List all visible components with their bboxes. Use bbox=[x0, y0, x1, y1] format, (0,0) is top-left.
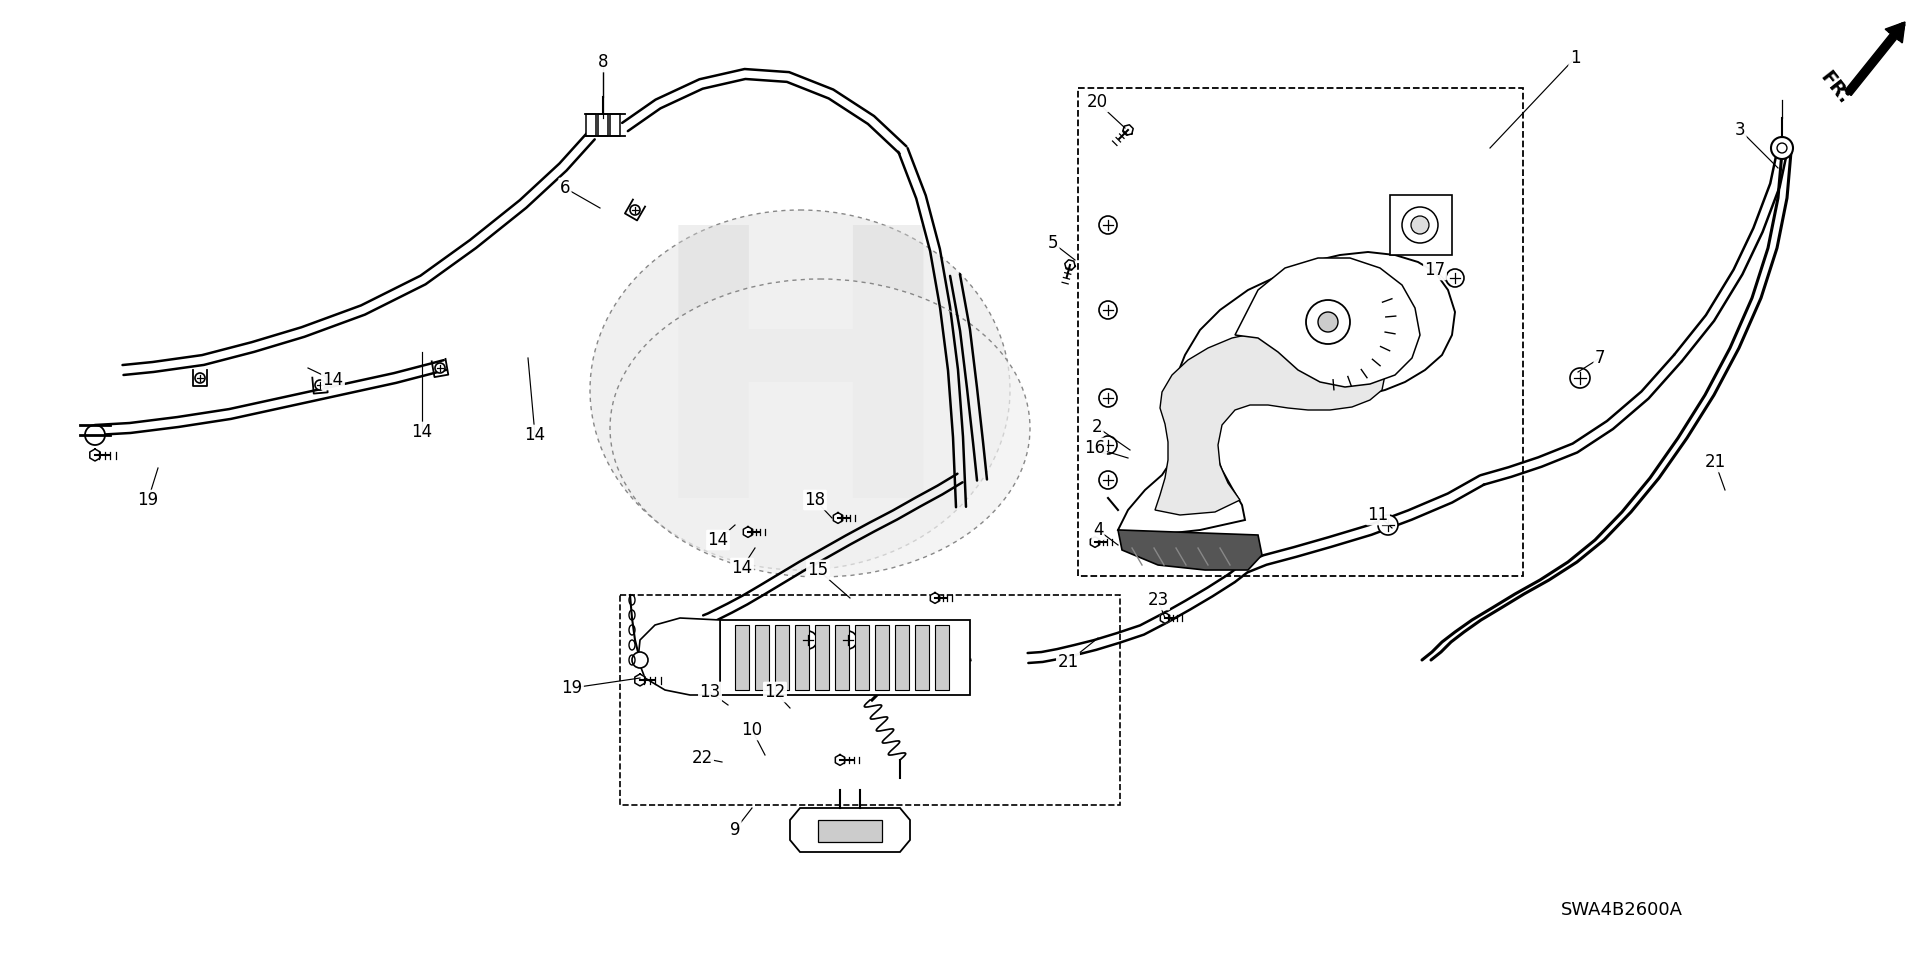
Polygon shape bbox=[1160, 613, 1169, 623]
Text: 18: 18 bbox=[804, 491, 826, 509]
Text: 14: 14 bbox=[411, 423, 432, 441]
Bar bbox=[916, 625, 929, 690]
Circle shape bbox=[1098, 301, 1117, 319]
Polygon shape bbox=[835, 755, 845, 765]
Circle shape bbox=[436, 363, 445, 373]
Text: 21: 21 bbox=[1705, 453, 1726, 471]
Text: 5: 5 bbox=[1048, 234, 1058, 252]
Text: 19: 19 bbox=[138, 491, 159, 509]
Bar bbox=[611, 114, 620, 136]
Text: 8: 8 bbox=[597, 53, 609, 71]
Bar bbox=[776, 625, 789, 690]
Text: 11: 11 bbox=[1367, 506, 1388, 524]
Circle shape bbox=[632, 652, 649, 668]
Text: 16: 16 bbox=[1085, 439, 1106, 457]
Polygon shape bbox=[636, 674, 645, 686]
Circle shape bbox=[1411, 216, 1428, 234]
Text: 2: 2 bbox=[1092, 418, 1102, 436]
Bar bbox=[854, 625, 870, 690]
Text: 14: 14 bbox=[707, 531, 728, 549]
Text: 4: 4 bbox=[1092, 521, 1104, 539]
Bar bbox=[720, 620, 970, 695]
Polygon shape bbox=[1117, 252, 1455, 535]
Text: 23: 23 bbox=[1148, 591, 1169, 609]
Bar bbox=[895, 625, 908, 690]
Circle shape bbox=[1098, 436, 1117, 454]
Polygon shape bbox=[1235, 258, 1421, 387]
Text: 3: 3 bbox=[1734, 121, 1745, 139]
Bar bbox=[814, 625, 829, 690]
Bar bbox=[755, 625, 770, 690]
Circle shape bbox=[1446, 269, 1463, 287]
Circle shape bbox=[315, 380, 324, 390]
Polygon shape bbox=[833, 513, 843, 524]
Circle shape bbox=[1098, 216, 1117, 234]
Polygon shape bbox=[1156, 330, 1384, 515]
Circle shape bbox=[196, 373, 205, 383]
Polygon shape bbox=[637, 618, 720, 695]
Circle shape bbox=[1098, 471, 1117, 489]
Text: 17: 17 bbox=[1425, 261, 1446, 279]
Circle shape bbox=[1770, 137, 1793, 159]
Text: 14: 14 bbox=[732, 559, 753, 577]
Text: 22: 22 bbox=[691, 749, 712, 767]
Text: 21: 21 bbox=[1058, 653, 1079, 671]
Text: 7: 7 bbox=[1596, 349, 1605, 367]
Text: FR.: FR. bbox=[1816, 68, 1853, 108]
Ellipse shape bbox=[611, 279, 1029, 577]
Text: 20: 20 bbox=[1087, 93, 1108, 111]
Text: SWA4B2600A: SWA4B2600A bbox=[1561, 901, 1684, 919]
Text: H: H bbox=[643, 214, 956, 576]
Bar bbox=[818, 820, 881, 842]
Bar bbox=[876, 625, 889, 690]
Polygon shape bbox=[90, 449, 100, 461]
Polygon shape bbox=[1117, 530, 1261, 570]
Text: 12: 12 bbox=[764, 683, 785, 701]
Bar bbox=[620, 595, 1119, 805]
Text: 6: 6 bbox=[561, 179, 570, 197]
Bar bbox=[835, 625, 849, 690]
Bar bbox=[586, 114, 595, 136]
Circle shape bbox=[1379, 515, 1398, 535]
Circle shape bbox=[799, 631, 818, 649]
FancyArrow shape bbox=[1845, 22, 1905, 96]
Circle shape bbox=[630, 205, 639, 215]
Circle shape bbox=[1571, 368, 1590, 388]
Circle shape bbox=[1317, 312, 1338, 332]
Text: 15: 15 bbox=[808, 561, 829, 579]
Bar bbox=[735, 625, 749, 690]
Bar bbox=[1077, 88, 1523, 576]
Polygon shape bbox=[743, 526, 753, 537]
Text: 13: 13 bbox=[699, 683, 720, 701]
Text: 14: 14 bbox=[323, 371, 344, 389]
Text: 9: 9 bbox=[730, 821, 741, 839]
Polygon shape bbox=[931, 593, 939, 603]
Polygon shape bbox=[1123, 125, 1133, 135]
Bar bbox=[597, 114, 609, 136]
Text: 10: 10 bbox=[741, 721, 762, 739]
Circle shape bbox=[84, 425, 106, 445]
Bar bbox=[795, 625, 808, 690]
Circle shape bbox=[839, 631, 856, 649]
Polygon shape bbox=[789, 808, 910, 852]
Circle shape bbox=[1306, 300, 1350, 344]
Text: 14: 14 bbox=[524, 426, 545, 444]
Text: 1: 1 bbox=[1571, 49, 1580, 67]
Polygon shape bbox=[1066, 260, 1075, 270]
Ellipse shape bbox=[589, 210, 1010, 570]
Polygon shape bbox=[1390, 195, 1452, 255]
Polygon shape bbox=[1091, 537, 1100, 548]
Bar bbox=[935, 625, 948, 690]
Circle shape bbox=[1098, 389, 1117, 407]
Text: 19: 19 bbox=[561, 679, 582, 697]
